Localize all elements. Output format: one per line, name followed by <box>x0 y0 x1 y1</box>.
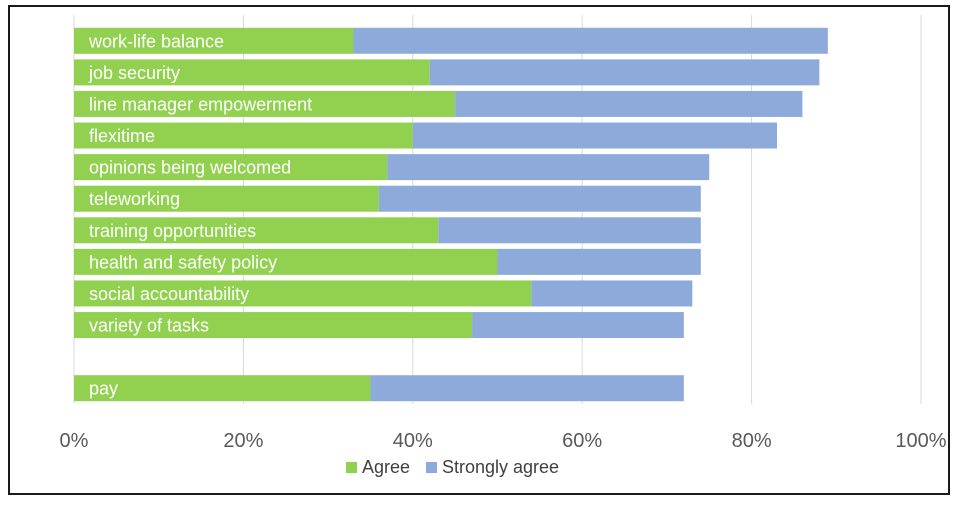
bar-strongly-agree <box>378 185 701 212</box>
legend-swatch-strongly-agree <box>426 462 437 473</box>
category-label: opinions being welcomed <box>89 158 291 178</box>
bar-strongly-agree <box>370 375 684 402</box>
bar-agree <box>74 248 498 275</box>
bar-strongly-agree <box>438 217 701 244</box>
x-axis-ticks: 0% 20% 40% 60% 80% 100% <box>60 430 947 452</box>
x-tick-label: 60% <box>562 430 602 452</box>
legend-swatch-agree <box>346 462 357 473</box>
x-tick-label: 20% <box>223 430 263 452</box>
category-label: work-life balance <box>88 31 224 51</box>
category-label: line manager empowerment <box>89 94 312 114</box>
bar-strongly-agree <box>531 280 693 307</box>
legend-label: Strongly agree <box>442 457 559 477</box>
x-tick-label: 40% <box>393 430 433 452</box>
bar-agree <box>74 90 456 117</box>
bar-strongly-agree <box>353 27 828 54</box>
bar-agree <box>74 312 473 339</box>
bar-agree <box>74 154 388 181</box>
category-label: variety of tasks <box>89 316 209 336</box>
bar-strongly-agree <box>472 312 684 339</box>
x-tick-label: 0% <box>60 430 89 452</box>
category-labels: work-life balance job security line manage… <box>88 31 312 398</box>
bar-agree <box>74 59 430 86</box>
legend: Agree Strongly agree <box>346 457 559 477</box>
x-tick-label: 80% <box>732 430 772 452</box>
category-label: pay <box>89 379 118 399</box>
bar-agree <box>74 185 379 212</box>
category-label: social accountability <box>89 284 249 304</box>
bar-agree <box>74 217 439 244</box>
category-label: training opportunities <box>89 221 256 241</box>
bar-agree <box>74 122 413 149</box>
bar-strongly-agree <box>455 90 803 117</box>
bar-strongly-agree <box>412 122 778 149</box>
bar-agree <box>74 280 532 307</box>
bars <box>74 27 828 402</box>
bar-strongly-agree <box>387 154 710 181</box>
bar-agree <box>74 375 371 402</box>
bar-strongly-agree <box>429 59 820 86</box>
category-label: job security <box>88 63 180 83</box>
category-label: flexitime <box>89 126 155 146</box>
bar-strongly-agree <box>497 248 701 275</box>
x-tick-label: 100% <box>895 430 946 452</box>
category-label: teleworking <box>89 189 180 209</box>
chart-frame: work-life balance job security line manage… <box>8 5 950 495</box>
category-label: health and safety policy <box>89 252 277 272</box>
legend-label: Agree <box>362 457 410 477</box>
stacked-bar-chart: work-life balance job security line manage… <box>60 15 947 477</box>
bar-agree <box>74 27 354 54</box>
